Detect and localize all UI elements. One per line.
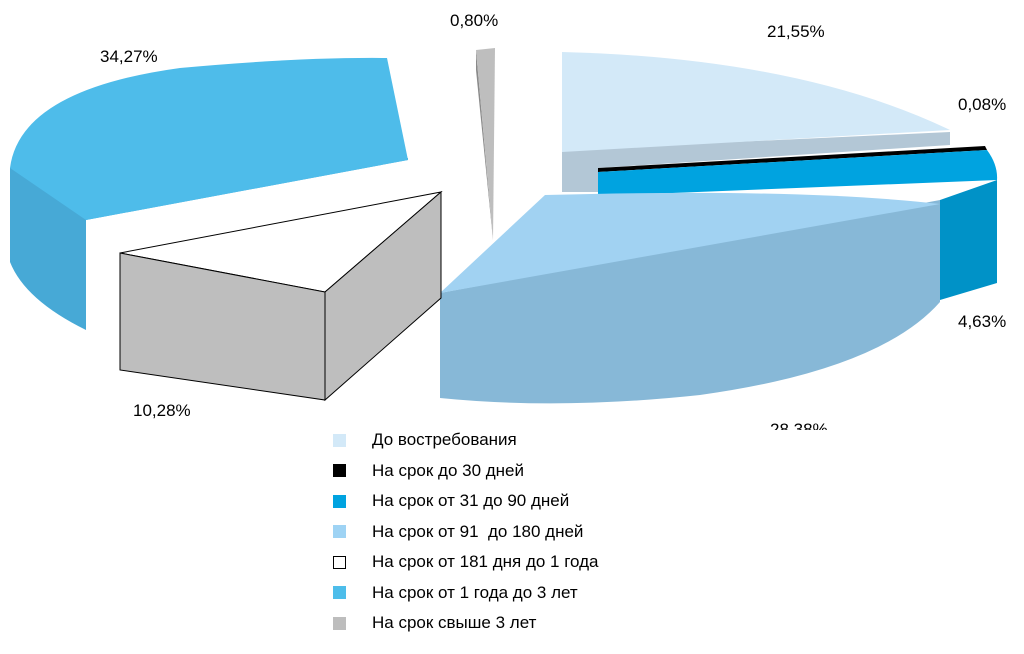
slice-91-180-dney-top xyxy=(440,192,940,293)
slice-31-90-dney-side xyxy=(940,180,997,300)
slice-svyshe-3-let xyxy=(476,48,495,240)
label-10-28: 10,28% xyxy=(133,401,191,420)
pie-chart: 21,55% 0,08% 4,63% 28,38% 10,28% 34,27% … xyxy=(10,11,1006,430)
legend-label: На срок от 31 до 90 дней xyxy=(372,491,570,511)
label-28-38: 28,38% xyxy=(770,420,828,430)
slice-181-1-goda xyxy=(119,190,443,402)
label-21-55: 21,55% xyxy=(767,22,825,41)
legend: До востребования На срок до 30 дней На с… xyxy=(333,425,599,639)
legend-label: На срок до 30 дней xyxy=(372,460,525,480)
slice-do-vostrebovaniya-side xyxy=(562,132,950,192)
slice-91-180-dney-side xyxy=(440,200,940,404)
slice-31-90-dney xyxy=(598,150,998,300)
slice-31-90-dney-top xyxy=(598,150,998,196)
slice-do-30-dney xyxy=(598,146,987,172)
slice-1-3-let xyxy=(10,57,408,330)
legend-swatch xyxy=(333,525,346,539)
legend-item: До востребования xyxy=(333,425,599,456)
legend-swatch xyxy=(333,586,346,600)
legend-label: До востребования xyxy=(372,430,517,450)
legend-swatch xyxy=(333,616,346,630)
legend-label: На срок свыше 3 лет xyxy=(372,613,537,633)
legend-label: На срок от 91 до 180 дней xyxy=(372,521,584,541)
legend-item: На срок до 30 дней xyxy=(333,456,599,487)
legend-item: На срок от 181 дня до 1 года xyxy=(333,547,599,578)
legend-item: На срок свыше 3 лет xyxy=(333,608,599,639)
label-0-08: 0,08% xyxy=(958,95,1006,114)
legend-swatch xyxy=(333,464,346,478)
label-4-63: 4,63% xyxy=(958,312,1006,331)
slice-do-vostrebovaniya-top xyxy=(562,52,950,152)
legend-swatch xyxy=(333,433,346,447)
label-34-27: 34,27% xyxy=(100,47,158,66)
legend-item: На срок от 91 до 180 дней xyxy=(333,517,599,548)
legend-swatch xyxy=(333,555,346,569)
legend-label: На срок от 1 года до 3 лет xyxy=(372,582,578,602)
slice-91-180-dney xyxy=(440,192,940,404)
slice-do-vostrebovaniya xyxy=(562,52,950,192)
legend-label: На срок от 181 дня до 1 года xyxy=(372,552,599,572)
slice-181-1-goda-side-right xyxy=(324,190,442,402)
legend-item: На срок от 31 до 90 дней xyxy=(333,486,599,517)
slice-svyshe-3-let-top xyxy=(476,48,495,240)
slice-1-3-let-top xyxy=(10,57,408,221)
label-0-80: 0,80% xyxy=(450,11,498,30)
legend-swatch xyxy=(333,494,346,508)
legend-item: На срок от 1 года до 3 лет xyxy=(333,578,599,609)
